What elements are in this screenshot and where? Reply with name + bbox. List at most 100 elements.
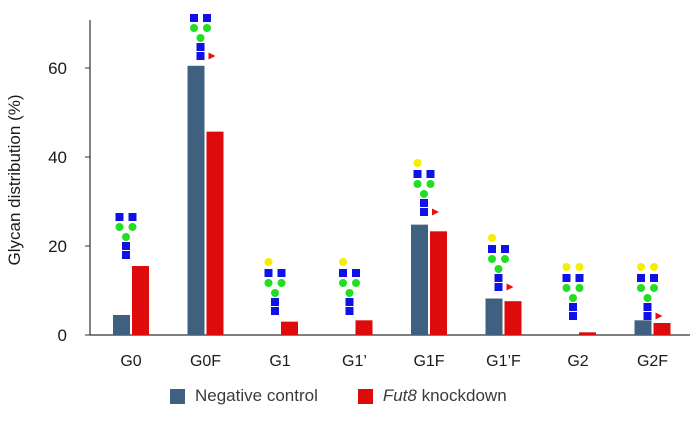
glcnac-square	[271, 307, 279, 315]
mannose-circle	[277, 279, 286, 287]
glcnac-square	[203, 14, 211, 22]
bar	[430, 231, 447, 335]
bar	[206, 131, 224, 335]
glcnac-square	[420, 199, 428, 207]
glcnac-square	[643, 312, 652, 320]
y-axis-label: Glycan distribution (%)	[5, 94, 24, 265]
galactose-circle	[650, 263, 658, 271]
mannose-circle	[643, 294, 652, 302]
glcnac-square	[643, 303, 652, 311]
glcnac-square	[122, 251, 130, 259]
glcnac-square	[196, 52, 205, 60]
mannose-circle	[128, 223, 137, 231]
x-tick-label: G1’F	[486, 353, 521, 370]
mannose-circle	[494, 265, 503, 273]
bars	[113, 65, 671, 336]
glcnac-square	[501, 245, 509, 253]
mannose-circle	[562, 284, 571, 292]
mannose-circle	[264, 279, 273, 287]
mannose-circle	[420, 190, 428, 198]
glcnac-square	[190, 14, 198, 22]
mannose-circle	[190, 24, 198, 32]
glcnac-square	[569, 303, 577, 311]
fucose-triangle	[655, 312, 663, 320]
mannose-circle	[352, 279, 360, 287]
y-tick-label: 60	[48, 59, 67, 78]
glcnac-square	[494, 283, 503, 291]
mannose-circle	[413, 180, 422, 188]
y-tick-label: 40	[48, 148, 67, 167]
legend-label-negative-control: Negative control	[195, 386, 318, 405]
x-tick-label: G1F	[413, 353, 444, 370]
glcnac-square	[264, 269, 273, 277]
glcnac-square	[196, 43, 205, 51]
mannose-circle	[426, 180, 435, 188]
bar	[187, 65, 205, 336]
glcnac-square	[271, 298, 279, 306]
bar	[281, 321, 298, 335]
mannose-circle	[501, 255, 509, 263]
glcnac-square	[488, 245, 496, 253]
galactose-circle	[488, 234, 496, 242]
legend-swatch-fut8-knockdown	[357, 388, 373, 404]
mannose-circle	[345, 289, 354, 297]
bar	[504, 301, 522, 335]
x-tick-label: G2F	[637, 353, 668, 370]
glcnac-square	[413, 170, 422, 178]
glcnac-square	[494, 274, 503, 282]
glcnac-square	[569, 312, 577, 320]
bar	[653, 322, 671, 335]
mannose-circle	[122, 233, 130, 241]
x-tick-label: G2	[567, 353, 588, 370]
glcnac-square	[345, 298, 354, 306]
legend-item-fut8-knockdown: Fut8 knockdown	[357, 386, 507, 406]
glcnac-square	[575, 274, 584, 282]
x-tick-label: G1’	[342, 353, 367, 370]
bar	[355, 320, 373, 335]
galactose-circle	[575, 263, 584, 271]
mannose-circle	[339, 279, 347, 287]
mannose-circle	[569, 294, 577, 302]
legend-label-knockdown: knockdown	[416, 386, 507, 405]
glcnac-square	[122, 242, 130, 250]
bar	[132, 266, 149, 335]
x-tick-label: G0F	[190, 353, 221, 370]
mannose-circle	[203, 24, 211, 32]
mannose-circle	[115, 223, 124, 231]
mannose-circle	[271, 289, 279, 297]
axes: 0 20 40 60 G0 G0F G1 G1’ G1F G1’F G2 G2F	[48, 20, 690, 370]
y-tick-label: 0	[58, 326, 67, 345]
glcnac-square	[128, 213, 137, 221]
bar	[579, 332, 596, 335]
mannose-circle	[196, 34, 205, 42]
bar	[485, 298, 503, 335]
glcnac-square	[352, 269, 360, 277]
legend: Negative control Fut8 knockdown	[170, 386, 547, 406]
galactose-circle	[562, 263, 571, 271]
glcnac-square	[345, 307, 354, 315]
galactose-circle	[339, 258, 347, 266]
fucose-triangle	[208, 52, 216, 60]
y-tick-label: 20	[48, 237, 67, 256]
mannose-circle	[488, 255, 496, 263]
glcnac-square	[637, 274, 645, 282]
x-tick-label: G1	[269, 353, 290, 370]
glcnac-square	[426, 170, 435, 178]
glcnac-square	[562, 274, 571, 282]
glcnac-square	[115, 213, 124, 221]
legend-label-fut8: Fut8	[382, 386, 417, 405]
galactose-circle	[637, 263, 645, 271]
glcnac-square	[650, 274, 658, 282]
galactose-circle	[264, 258, 273, 266]
bar	[411, 224, 428, 335]
glycan-structures	[115, 14, 663, 320]
legend-item-negative-control: Negative control	[170, 386, 318, 406]
galactose-circle	[413, 159, 422, 167]
fucose-triangle	[506, 283, 514, 291]
mannose-circle	[650, 284, 658, 292]
legend-swatch-negative-control	[170, 388, 185, 404]
x-tick-label: G0	[120, 353, 141, 370]
glcnac-square	[339, 269, 347, 277]
bar	[634, 320, 652, 335]
